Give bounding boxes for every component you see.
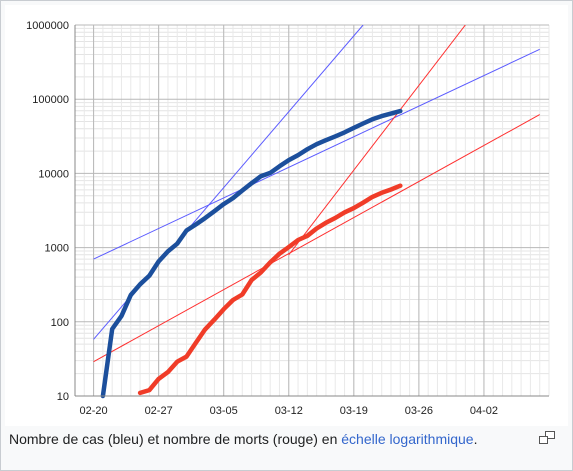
log-scale-chart: 10 100 1000 10000 100000 1000000 02-20 02-27 03… (26, 20, 550, 417)
y-tick-label: 10000 (38, 168, 69, 180)
x-tick-label: 03-26 (405, 405, 433, 417)
x-tick-label: 03-19 (340, 405, 368, 417)
caption-text-after: . (473, 431, 478, 447)
y-tick-label: 1000 (45, 243, 69, 255)
x-tick-label: 04-02 (470, 405, 498, 417)
y-tick-label: 100 (51, 317, 69, 329)
x-tick-label: 03-05 (210, 405, 238, 417)
x-tick-label: 02-20 (80, 405, 108, 417)
trend-line-4 (288, 25, 466, 256)
x-tick-label: 03-12 (275, 405, 303, 417)
y-tick-label: 10 (57, 391, 69, 403)
figure-caption: Nombre de cas (bleu) et nombre de morts … (9, 429, 529, 449)
caption-link-logarithmic-scale[interactable]: échelle logarithmique (341, 431, 474, 447)
trend-line-1 (93, 48, 540, 260)
x-tick-labels: 02-20 02-27 03-05 03-12 03-19 03-26 04-02 (80, 405, 498, 417)
x-tick-label: 02-27 (145, 405, 173, 417)
y-tick-label: 100000 (32, 94, 69, 106)
chart-grid (74, 24, 550, 397)
magnify-clip-icon[interactable] (539, 431, 555, 445)
caption-text-before: Nombre de cas (bleu) et nombre de morts … (9, 431, 342, 447)
trend-line-3 (93, 114, 540, 363)
chart-axes (74, 25, 549, 397)
data-series (100, 108, 403, 399)
series-cases-line (100, 108, 403, 399)
y-tick-label: 1000000 (26, 20, 69, 32)
series-deaths-line (137, 183, 403, 396)
y-tick-labels: 10 100 1000 10000 100000 1000000 (26, 20, 69, 403)
chart-image[interactable]: 10 100 1000 10000 100000 1000000 02-20 02-27 03… (5, 5, 568, 426)
